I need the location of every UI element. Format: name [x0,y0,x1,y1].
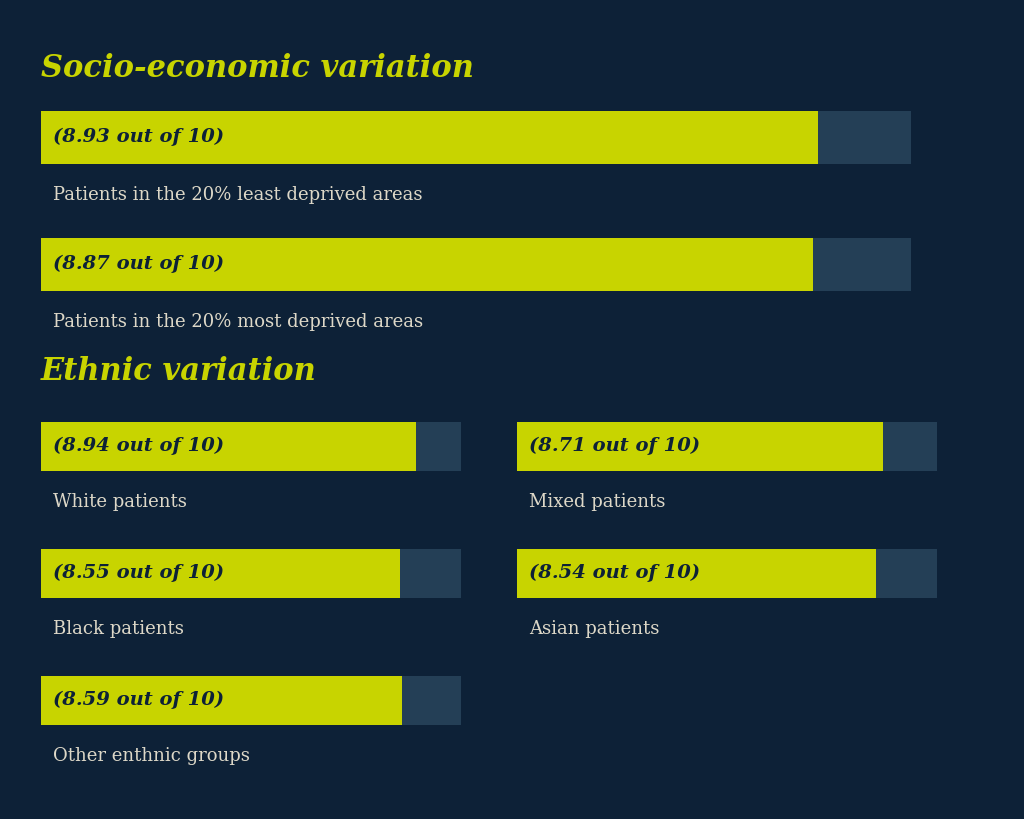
Text: Socio-economic variation: Socio-economic variation [41,53,474,84]
FancyBboxPatch shape [41,111,818,164]
Text: White patients: White patients [53,493,187,511]
FancyBboxPatch shape [41,549,461,598]
Text: Black patients: Black patients [53,620,184,638]
FancyBboxPatch shape [41,238,813,291]
FancyBboxPatch shape [517,549,937,598]
FancyBboxPatch shape [41,676,401,725]
Text: Other enthnic groups: Other enthnic groups [53,747,250,765]
Text: Ethnic variation: Ethnic variation [41,356,316,387]
FancyBboxPatch shape [517,422,883,471]
Text: (8.71 out of 10): (8.71 out of 10) [529,437,700,455]
FancyBboxPatch shape [41,422,461,471]
Text: (8.94 out of 10): (8.94 out of 10) [53,437,224,455]
Text: (8.87 out of 10): (8.87 out of 10) [53,255,224,274]
Text: (8.93 out of 10): (8.93 out of 10) [53,128,224,147]
Text: (8.55 out of 10): (8.55 out of 10) [53,564,224,582]
Text: (8.54 out of 10): (8.54 out of 10) [529,564,700,582]
FancyBboxPatch shape [41,422,417,471]
FancyBboxPatch shape [41,111,911,164]
FancyBboxPatch shape [517,422,937,471]
Text: Mixed patients: Mixed patients [529,493,666,511]
Text: Patients in the 20% least deprived areas: Patients in the 20% least deprived areas [53,186,423,204]
Text: Patients in the 20% most deprived areas: Patients in the 20% most deprived areas [53,313,423,331]
FancyBboxPatch shape [41,676,461,725]
FancyBboxPatch shape [41,238,911,291]
FancyBboxPatch shape [517,549,876,598]
FancyBboxPatch shape [41,549,400,598]
Text: Asian patients: Asian patients [529,620,659,638]
Text: (8.59 out of 10): (8.59 out of 10) [53,691,224,709]
